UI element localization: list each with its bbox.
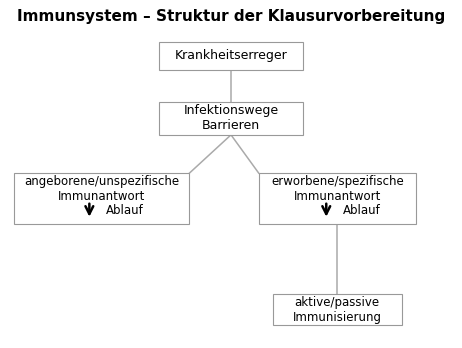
Bar <box>259 173 416 224</box>
Text: Infektionswege
Barrieren: Infektionswege Barrieren <box>183 104 279 132</box>
Text: Krankheitserreger: Krankheitserreger <box>175 49 287 62</box>
Text: Ablauf: Ablauf <box>342 204 380 217</box>
Bar <box>159 102 303 135</box>
Text: erworbene/spezifische
Immunantwort: erworbene/spezifische Immunantwort <box>271 175 404 203</box>
Bar <box>159 42 303 70</box>
Bar <box>273 294 402 325</box>
Text: Ablauf: Ablauf <box>105 204 143 217</box>
Text: aktive/passive
Immunisierung: aktive/passive Immunisierung <box>293 296 382 324</box>
Text: angeborene/unspezifische
Immunantwort: angeborene/unspezifische Immunantwort <box>24 175 179 203</box>
Bar <box>14 173 189 224</box>
Text: Immunsystem – Struktur der Klausurvorbereitung: Immunsystem – Struktur der Klausurvorber… <box>17 9 445 24</box>
